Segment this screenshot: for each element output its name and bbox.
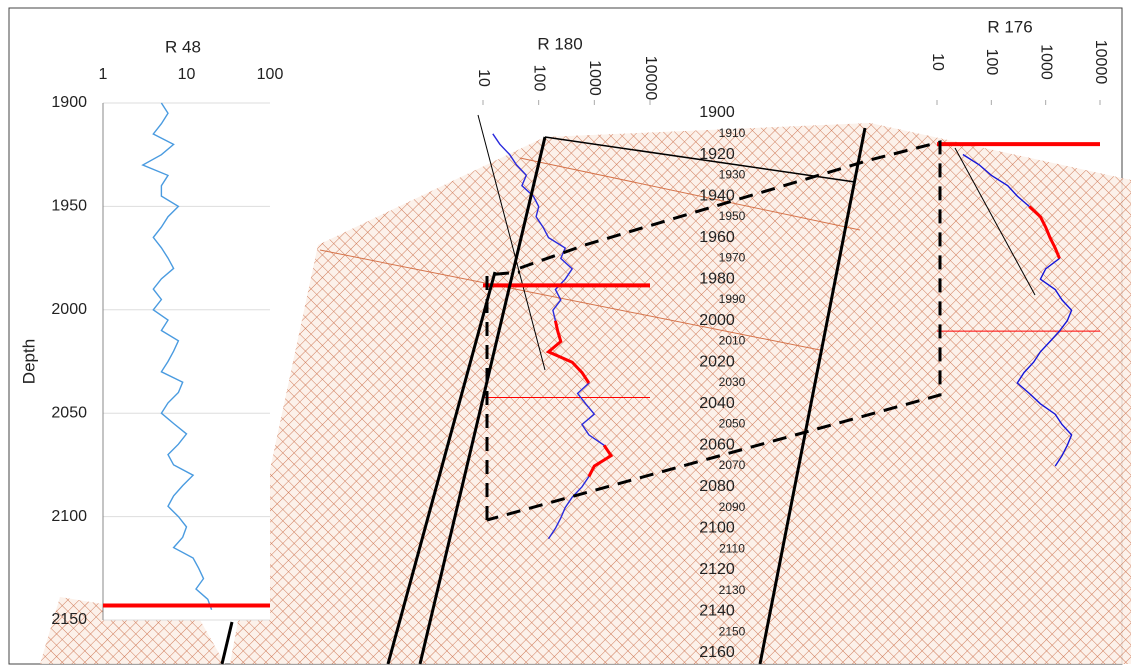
structure-lines [220,127,942,665]
chart-title: R 180 [537,34,582,53]
layer-line [319,249,821,351]
fault-line [544,136,856,183]
y-tick-label: 2100 [51,508,87,525]
hatched-block [40,597,225,664]
x-tick-label: 100 [257,66,284,83]
fault-line [418,136,547,665]
log-curve [1028,205,1061,259]
hatch-layer [40,123,1131,664]
y-tick-label: 2000 [51,301,87,318]
x-tick-label: 10 [178,66,196,83]
depth-label: 1970 [719,251,746,265]
chart-title: R 176 [987,17,1032,36]
depth-label: 2030 [719,375,746,389]
depth-label: 1920 [699,146,735,163]
x-tick-label: 10000 [1092,40,1109,85]
x-tick-label: 10000 [642,56,659,101]
plot-area [103,103,270,620]
x-tick-label: 1 [99,66,108,83]
x-tick-label: 10 [475,69,492,87]
trend-line [954,147,1036,296]
charts: 1900 1950 2000 2050 2100 2150 Depth R 48 1 10 100 R… [19,17,1108,661]
depth-label: 2140 [699,603,735,620]
depth-label: 1960 [699,229,735,246]
depth-label: 1940 [699,187,735,204]
x-tick-label: 1000 [586,60,603,96]
layer-line [519,157,861,231]
depth-label: 2080 [699,478,735,495]
y-tick-label: 1900 [51,94,87,111]
x-tick-label: 100 [983,49,1000,76]
depth-label: 2090 [719,500,746,514]
y-axis-label: Depth [19,339,38,384]
fault-line [386,271,497,665]
depth-label: 2100 [699,520,735,537]
depth-label: 2130 [719,583,746,597]
depth-label: 1930 [719,167,746,181]
dashed-correlation [485,140,942,522]
depth-label: 1950 [719,209,746,223]
hatched-block [230,123,1131,664]
depth-label: 2110 [719,541,745,555]
depth-label: 2060 [699,437,735,454]
depth-label: 2000 [699,312,735,329]
depth-label: 1980 [699,270,735,287]
x-tick-label: 10 [929,53,946,71]
depth-label: 2150 [719,624,746,638]
depth-label: 2070 [719,458,746,472]
y-tick-label: 1950 [51,198,87,215]
trend-line [477,114,546,371]
depth-label: 2050 [719,417,746,431]
depth-label: 2020 [699,353,735,370]
depth-label: 2120 [699,561,735,578]
log-curve [141,102,213,610]
depth-label: 2160 [699,644,735,661]
chart-title: R 48 [165,37,201,56]
depth-label: 2040 [699,395,735,412]
log-curve [545,320,614,478]
depth-label: 1910 [719,126,746,140]
y-tick-label: 2050 [51,404,87,421]
fault-line [758,127,867,665]
depth-label: 1900 [699,104,735,121]
x-tick-label: 1000 [1037,44,1054,80]
depth-label: 1990 [719,292,746,306]
fault-line [220,621,234,665]
x-tick-label: 100 [530,65,547,92]
depth-label: 2010 [719,334,746,348]
y-tick-label: 2150 [51,611,87,628]
